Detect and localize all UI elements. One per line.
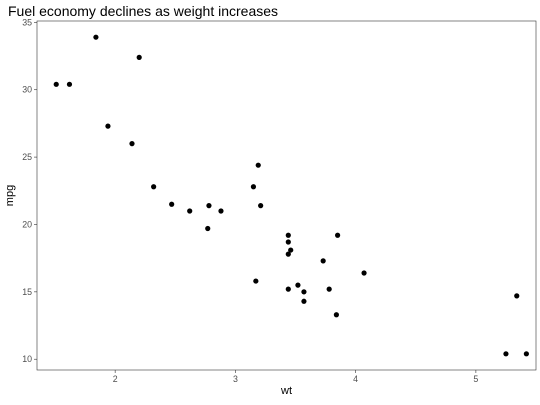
data-point: [66, 81, 73, 87]
x-axis-ticks: 2 3 4 5: [113, 370, 478, 384]
data-point: [105, 123, 111, 129]
data-point: [255, 162, 261, 168]
x-tick-label: 3: [233, 374, 238, 384]
data-point: [326, 286, 332, 292]
data-point: [206, 203, 212, 209]
data-points: [53, 34, 529, 357]
data-point: [187, 208, 193, 214]
data-point: [53, 81, 59, 87]
y-tick-label: 10: [22, 354, 32, 364]
data-point: [218, 208, 224, 214]
data-point: [503, 351, 509, 357]
data-point: [288, 247, 294, 253]
data-point: [285, 239, 291, 245]
data-point: [295, 282, 301, 288]
data-point: [253, 278, 259, 284]
data-point: [301, 298, 307, 304]
data-point: [361, 270, 367, 276]
y-tick-label: 30: [22, 85, 32, 95]
data-point: [258, 203, 264, 209]
data-point: [129, 141, 135, 147]
data-point: [285, 286, 291, 292]
data-point: [93, 34, 99, 40]
x-tick-label: 5: [473, 374, 478, 384]
data-point: [285, 251, 291, 257]
data-point: [151, 184, 157, 190]
data-point: [169, 201, 175, 207]
data-point: [136, 54, 142, 60]
y-axis-ticks: 10 15 20 25 30 35: [22, 17, 37, 364]
data-point: [250, 184, 257, 190]
chart-title: Fuel economy declines as weight increase…: [8, 3, 278, 19]
x-tick-label: 2: [113, 374, 118, 384]
data-point: [301, 289, 307, 295]
x-tick-label: 4: [353, 374, 358, 384]
data-point: [285, 232, 291, 238]
data-point: [333, 312, 339, 318]
data-point: [514, 293, 520, 299]
y-tick-label: 20: [22, 219, 32, 229]
data-point: [523, 351, 529, 357]
plot-panel: [36, 20, 537, 371]
y-tick-label: 15: [22, 287, 32, 297]
data-point: [335, 232, 341, 238]
y-tick-label: 35: [22, 17, 32, 27]
x-axis-title: wt: [280, 385, 292, 397]
y-tick-label: 25: [22, 152, 32, 162]
y-axis-title: mpg: [4, 185, 16, 206]
data-point: [320, 258, 326, 264]
data-point: [205, 225, 211, 232]
